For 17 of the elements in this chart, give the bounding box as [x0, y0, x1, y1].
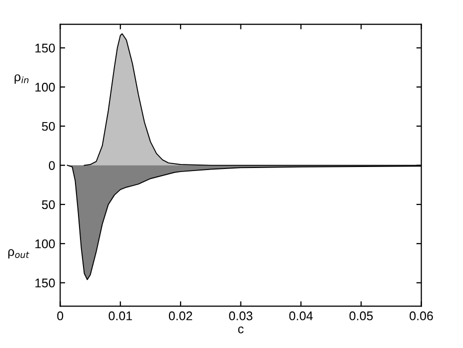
y-tick-label: 100 — [35, 82, 55, 92]
y-tick-label: 50 — [42, 122, 55, 131]
y-tick-label: 100 — [35, 239, 55, 248]
x-tick-label: 0.04 — [289, 311, 313, 320]
x-tick-label: 0 — [57, 311, 64, 320]
x-tick-label: 0.05 — [349, 311, 373, 320]
x-tick-label: 0.03 — [229, 311, 252, 320]
y-tick-label: 0 — [48, 161, 55, 170]
x-tick-label: 0.06 — [410, 311, 433, 320]
y-axis-title: ρ$_{in}$ — [14, 74, 28, 84]
x-axis-title: c — [238, 326, 244, 334]
y-tick-label: 150 — [35, 44, 55, 52]
x-tick-label: 0.02 — [168, 311, 192, 320]
y-tick-label: 150 — [35, 278, 55, 288]
y-tick-label: 50 — [42, 200, 55, 210]
x-tick-label: 0.01 — [108, 311, 132, 320]
text: ρ$_{out}$ — [8, 249, 30, 258]
